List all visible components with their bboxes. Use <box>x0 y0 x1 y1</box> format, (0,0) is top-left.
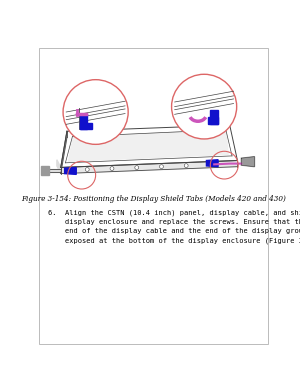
Text: 6.  Align the CSTN (10.4 inch) panel, display cable, and shield in the
    displ: 6. Align the CSTN (10.4 inch) panel, dis… <box>48 210 300 244</box>
Circle shape <box>135 166 139 170</box>
Polygon shape <box>206 160 218 167</box>
Polygon shape <box>210 111 218 123</box>
Circle shape <box>85 168 89 171</box>
Polygon shape <box>61 161 238 173</box>
Polygon shape <box>80 123 92 129</box>
Polygon shape <box>208 118 218 123</box>
Polygon shape <box>45 169 61 172</box>
Circle shape <box>160 165 164 168</box>
Text: Figure 3-154: Positioning the Display Shield Tabs (Models 420 and 430): Figure 3-154: Positioning the Display Sh… <box>21 195 286 203</box>
Polygon shape <box>41 166 49 175</box>
Polygon shape <box>61 131 67 173</box>
Circle shape <box>172 74 237 139</box>
Circle shape <box>184 164 188 168</box>
Polygon shape <box>57 160 61 173</box>
Polygon shape <box>64 168 76 174</box>
Polygon shape <box>68 130 228 161</box>
Polygon shape <box>241 157 254 167</box>
Circle shape <box>63 80 128 144</box>
Circle shape <box>209 163 213 166</box>
Circle shape <box>110 166 114 170</box>
Polygon shape <box>80 114 87 129</box>
